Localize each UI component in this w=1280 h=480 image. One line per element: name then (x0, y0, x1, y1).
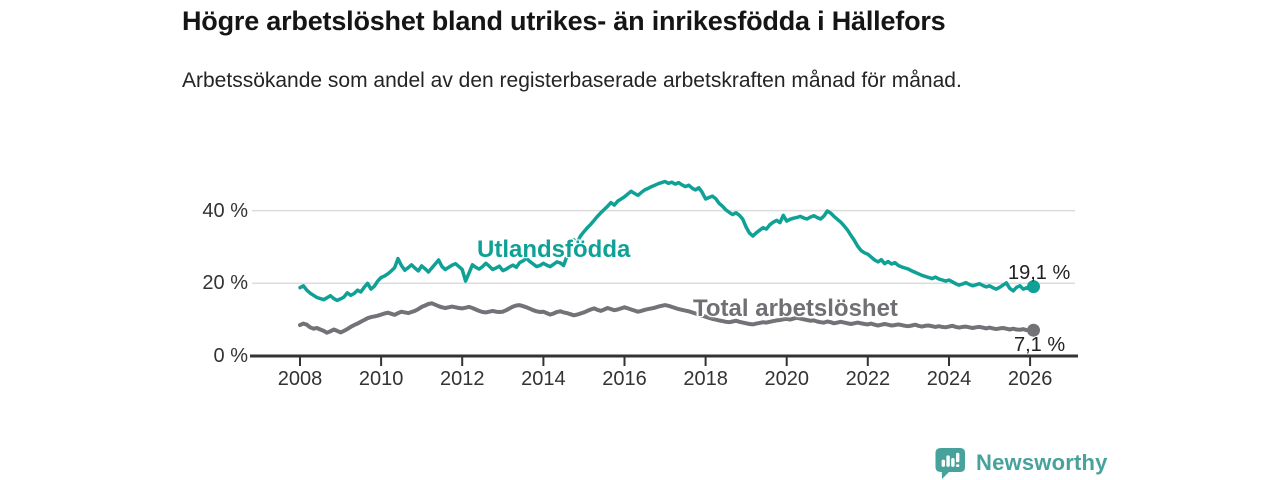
end-dot-utlandsf-dda (1027, 280, 1040, 294)
newsworthy-wordmark: Newsworthy (976, 450, 1108, 475)
newsworthy-chart-bubble-icon (935, 448, 965, 479)
series-label-total-arbetsloshet: Total arbetslöshet (693, 295, 898, 322)
x-axis-label-2024: 2024 (926, 368, 972, 390)
end-value-label-utlandsfodda: 19,1 % (1008, 262, 1071, 284)
y-axis-label-40: 40 % (202, 199, 248, 222)
x-axis-label-2010: 2010 (358, 368, 404, 390)
x-axis-label-2026: 2026 (1007, 368, 1053, 390)
x-axis-label-2014: 2014 (521, 368, 566, 390)
series-label-utlandsfodda: Utlandsfödda (477, 236, 631, 263)
line-utlandsf-dda (298, 179, 1036, 303)
chart-subtitle: Arbetssökande som andel av den registerb… (182, 69, 962, 92)
page-title: Högre arbetslöshet bland utrikes- än inr… (182, 6, 946, 36)
line-total-arbetsl-shet (298, 301, 1036, 335)
end-dot-total-arbetsl-shet (1027, 323, 1040, 337)
x-axis-label-2018: 2018 (683, 368, 728, 390)
newsworthy-logo[interactable]: Newsworthy (933, 446, 1108, 480)
x-axis-label-2020: 2020 (764, 368, 809, 390)
y-axis-label-20: 20 % (202, 272, 248, 295)
x-axis-label-2012: 2012 (439, 368, 485, 390)
end-value-label-total: 7,1 % (1014, 334, 1066, 356)
x-axis-label-2016: 2016 (602, 368, 647, 390)
y-axis-label-0: 0 % (213, 345, 248, 367)
x-axis-label-2008: 2008 (277, 368, 323, 390)
x-axis-label-2022: 2022 (845, 368, 891, 390)
